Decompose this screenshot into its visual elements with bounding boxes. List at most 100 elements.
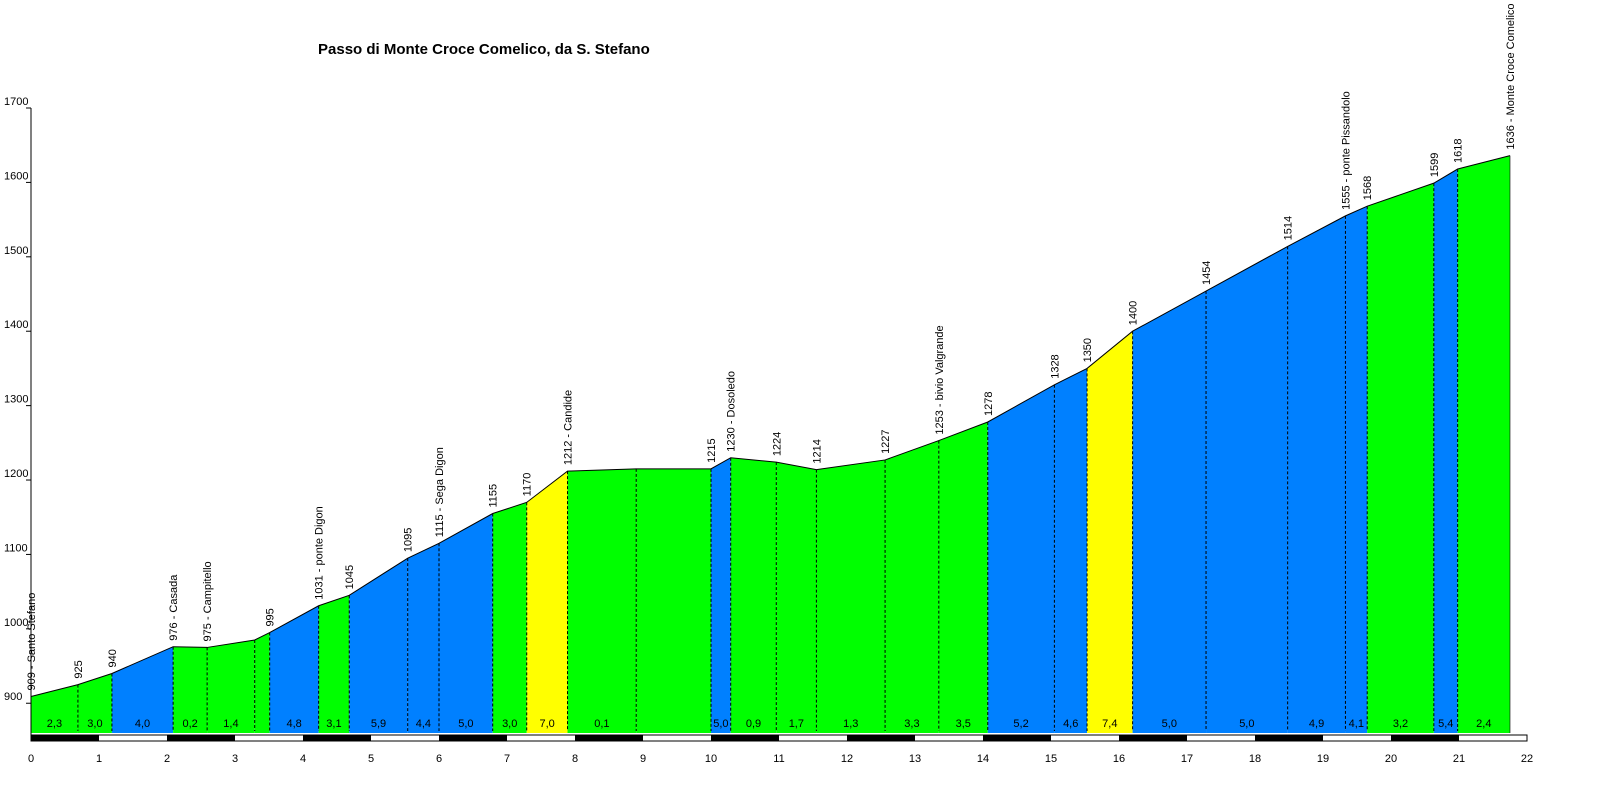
gradient-label: 1,3 xyxy=(843,718,858,730)
segment-area xyxy=(1287,215,1346,733)
x-tick-label: 14 xyxy=(977,753,989,765)
point-label: 1328 xyxy=(1049,354,1061,378)
gradient-label: 2,3 xyxy=(47,718,62,730)
y-tick-label: 1300 xyxy=(4,394,28,406)
segment-area xyxy=(526,471,568,733)
x-tick-label: 9 xyxy=(640,753,646,765)
point-label: 1253 - bivio Valgrande xyxy=(934,325,946,434)
segment-area xyxy=(1457,155,1510,734)
x-tick-label: 0 xyxy=(28,753,34,765)
segment-area xyxy=(492,502,527,733)
x-tick-label: 17 xyxy=(1181,753,1193,765)
segment-area xyxy=(254,632,270,733)
x-tick-label: 19 xyxy=(1317,753,1329,765)
segment-area xyxy=(1087,331,1133,733)
distance-scale-bar xyxy=(30,734,1528,742)
x-tick-label: 1 xyxy=(96,753,102,765)
scale-bar-block xyxy=(711,735,779,741)
gradient-label: 2,4 xyxy=(1476,718,1491,730)
scale-bar-block xyxy=(439,735,507,741)
y-tick-label: 1500 xyxy=(4,245,28,257)
gradient-label: 3,5 xyxy=(956,718,971,730)
segment-area xyxy=(1345,206,1368,733)
gradient-label: 0,1 xyxy=(594,718,609,730)
y-tick-label: 1100 xyxy=(4,542,28,554)
x-tick-label: 5 xyxy=(368,753,374,765)
x-tick-label: 13 xyxy=(909,753,921,765)
x-tick-label: 21 xyxy=(1453,753,1465,765)
gradient-label: 1,7 xyxy=(789,718,804,730)
segment-area xyxy=(318,595,350,733)
gradient-label: 1,4 xyxy=(223,718,238,730)
gradient-label: 4,4 xyxy=(416,718,431,730)
x-tick-label: 16 xyxy=(1113,753,1125,765)
gradient-label: 5,0 xyxy=(1162,718,1177,730)
point-label: 909 - Santo Stefano xyxy=(26,593,38,691)
profile-outline xyxy=(30,155,1511,698)
gradient-label: 5,2 xyxy=(1013,718,1028,730)
scale-bar-block xyxy=(575,735,643,741)
point-label: 1568 xyxy=(1362,176,1374,200)
point-label: 940 xyxy=(107,649,119,667)
segment-area xyxy=(1433,169,1458,733)
x-tick-label: 2 xyxy=(164,753,170,765)
segment-area xyxy=(987,384,1055,733)
profile-areas xyxy=(31,155,1510,734)
x-tick-label: 22 xyxy=(1521,753,1533,765)
segment-area xyxy=(1054,368,1088,733)
segment-dividers xyxy=(77,155,1511,733)
x-tick-label: 6 xyxy=(436,753,442,765)
point-label: 1454 xyxy=(1201,261,1213,285)
point-label: 1514 xyxy=(1283,216,1295,240)
gradient-label: 5,9 xyxy=(371,718,386,730)
segment-area xyxy=(77,673,112,733)
point-labels: 909 - Santo Stefano 925 940 976 - Casada 975… xyxy=(26,3,1517,690)
point-label: 1212 - Candide xyxy=(563,390,575,465)
segment-area xyxy=(269,605,319,733)
segment-area xyxy=(711,457,731,733)
segment-area xyxy=(885,440,939,733)
point-label: 1170 xyxy=(522,473,534,497)
gradient-label: 5,4 xyxy=(1438,718,1453,730)
x-tick-label: 18 xyxy=(1249,753,1261,765)
gradient-label: 4,6 xyxy=(1063,718,1078,730)
segment-area xyxy=(776,462,817,733)
point-label: 1230 - Dosoledo xyxy=(726,371,738,452)
point-label: 1095 xyxy=(403,528,415,552)
point-label: 1215 xyxy=(706,438,718,462)
point-label: 976 - Casada xyxy=(168,574,180,641)
segment-area xyxy=(407,543,439,733)
scale-bar-block xyxy=(847,735,915,741)
gradient-label: 4,1 xyxy=(1349,718,1364,730)
x-tick-label: 10 xyxy=(705,753,717,765)
segment-area xyxy=(31,684,78,733)
x-tick-label: 8 xyxy=(572,753,578,765)
point-label: 1400 xyxy=(1128,301,1140,325)
segment-area xyxy=(1367,183,1434,733)
point-label: 1618 xyxy=(1453,139,1465,163)
x-tick-label: 3 xyxy=(232,753,238,765)
point-label: 1350 xyxy=(1082,338,1094,362)
segment-area xyxy=(1132,291,1207,733)
point-label: 1224 xyxy=(771,432,783,456)
scale-bar-block xyxy=(31,735,99,741)
gradient-label: 0,2 xyxy=(182,718,197,730)
profile-line xyxy=(30,155,1511,698)
point-label: 1031 - ponte Digon xyxy=(314,506,326,600)
y-tick-label: 1000 xyxy=(4,617,28,629)
segment-area xyxy=(439,513,493,733)
segment-area xyxy=(636,468,711,733)
scale-bar-block xyxy=(1255,735,1323,741)
point-label: 1555 - ponte Pissandolo xyxy=(1340,91,1352,210)
segment-area xyxy=(173,646,208,733)
y-tick-label: 1200 xyxy=(4,468,28,480)
point-label: 1115 - Sega Digon xyxy=(434,447,446,537)
gradient-label: 0,9 xyxy=(746,718,761,730)
x-tick-label: 11 xyxy=(773,753,784,765)
gradient-label: 4,8 xyxy=(287,718,302,730)
gradient-label: 4,9 xyxy=(1309,718,1324,730)
x-tick-label: 12 xyxy=(841,753,853,765)
segment-area xyxy=(816,459,886,733)
